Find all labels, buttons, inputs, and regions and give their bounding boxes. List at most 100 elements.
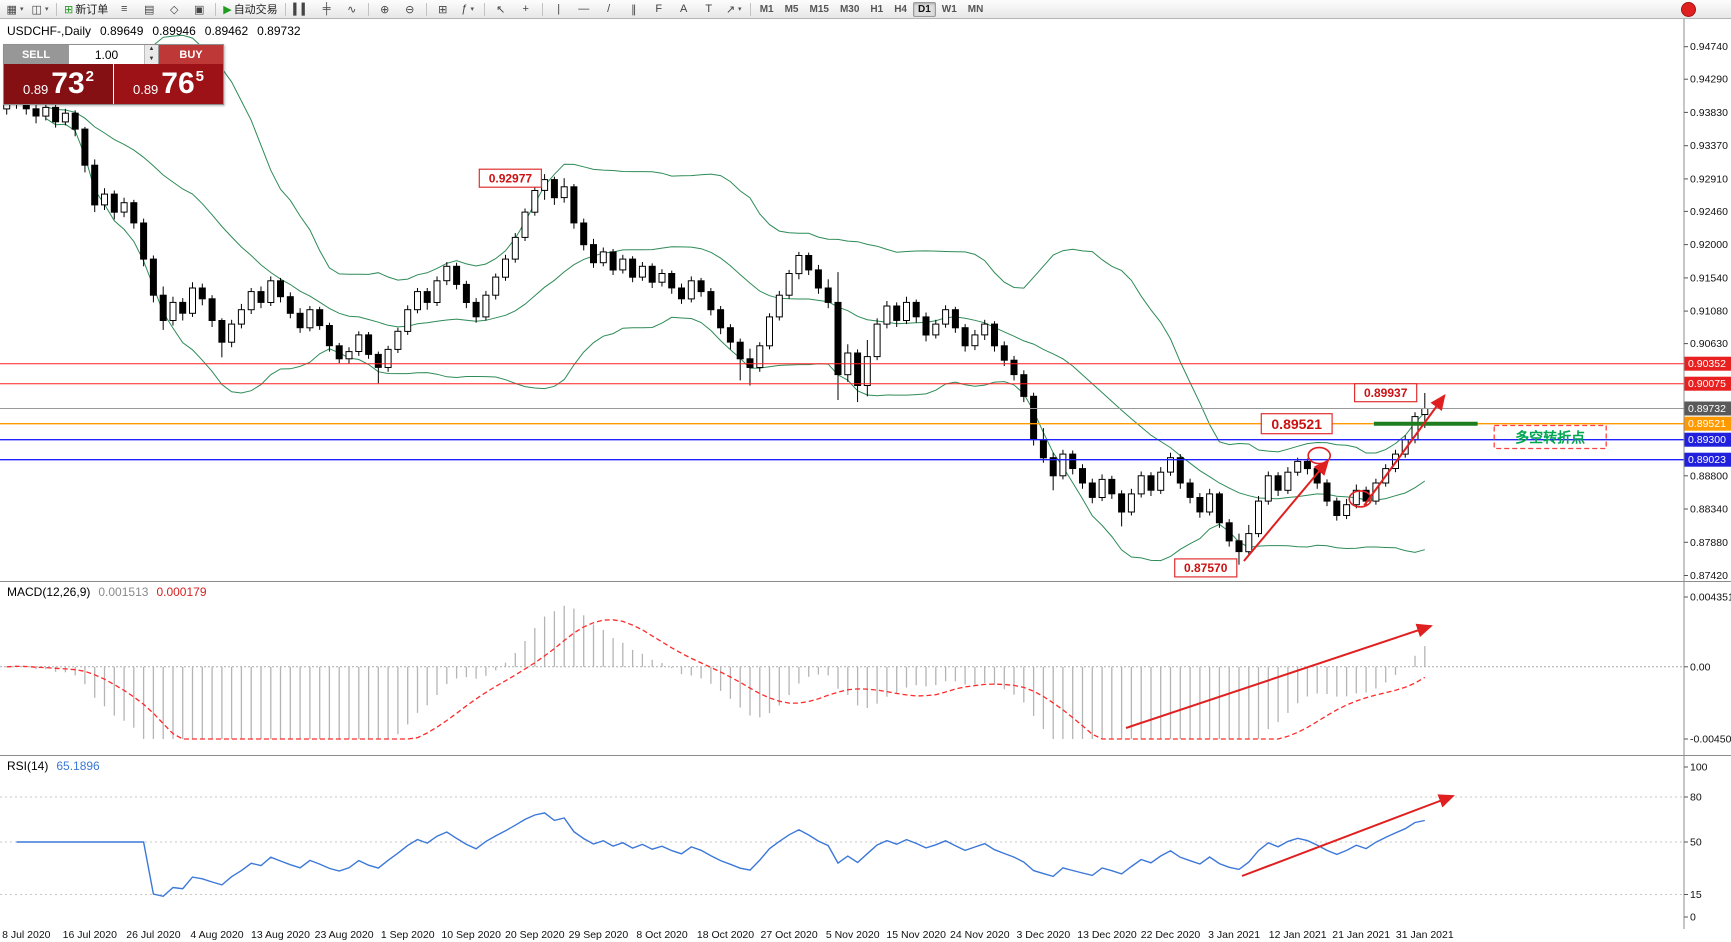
line-chart-icon[interactable]: ∿ — [340, 0, 364, 18]
text-icon: A — [680, 3, 688, 15]
market-watch-icon[interactable]: ≡ — [112, 0, 136, 18]
timeframe-M1[interactable]: M1 — [759, 3, 774, 15]
timeframe-D1[interactable]: D1 — [913, 1, 936, 17]
symbol-period-label: USDCHF-,Daily — [7, 24, 91, 38]
date-label: 13 Aug 2020 — [251, 929, 310, 941]
svg-text:-0.004504: -0.004504 — [1690, 734, 1731, 746]
date-label: 5 Nov 2020 — [825, 929, 880, 941]
cursor-icon: ↖ — [496, 3, 506, 16]
timeframe-W1[interactable]: W1 — [941, 3, 957, 15]
macd-histogram — [15, 605, 1426, 739]
macd-trend-arrow — [1125, 623, 1433, 729]
svg-text:0.87880: 0.87880 — [1690, 537, 1728, 549]
toolbar-separator — [56, 2, 57, 16]
terminal-icon[interactable]: ▣ — [187, 0, 211, 18]
sell-price-prefix: 0.89 — [22, 82, 49, 97]
macd-panel[interactable]: 0.004351 0.00 -0.004504 — [0, 581, 1731, 755]
volume-input[interactable] — [69, 45, 144, 64]
bar-chart-icon[interactable]: ▍▍ — [290, 0, 314, 18]
fibonacci-icon: F — [655, 3, 663, 15]
indicators-icon[interactable]: ƒ ▾ — [456, 0, 480, 18]
arrow-tool-icon[interactable]: ↗ ▾ — [722, 0, 746, 18]
svg-text:0.92910: 0.92910 — [1690, 173, 1728, 185]
trendline-icon: / — [607, 3, 611, 15]
svg-text:0.88340: 0.88340 — [1690, 504, 1728, 516]
date-label: 1 Sep 2020 — [380, 929, 435, 941]
rsi-name: RSI(14) — [7, 759, 49, 773]
zoom-in-icon[interactable]: ⊕ — [373, 0, 397, 18]
timeframe-H1[interactable]: H1 — [870, 3, 884, 15]
date-label: 4 Aug 2020 — [190, 929, 244, 941]
auto-trading-button[interactable]: ▶ 自动交易 — [220, 0, 280, 18]
rsi-panel[interactable]: 100 80 50 15 0 — [0, 755, 1731, 929]
date-label: 24 Nov 2020 — [950, 929, 1010, 941]
vertical-line-icon[interactable]: | — [547, 0, 571, 18]
timeframe-M15[interactable]: M15 — [809, 3, 829, 15]
timeframe-M5[interactable]: M5 — [784, 3, 799, 15]
toolbar-separator — [483, 2, 485, 16]
svg-text:15: 15 — [1690, 889, 1702, 901]
volume-increase-button[interactable]: ▲ — [145, 45, 158, 55]
cursor-icon[interactable]: ↖ — [489, 0, 513, 18]
fibonacci-icon[interactable]: F — [647, 0, 671, 18]
date-label: 3 Jan 2021 — [1208, 929, 1261, 941]
candlestick-chart-icon[interactable]: ╪ — [315, 0, 339, 18]
rsi-trend-arrow — [1241, 794, 1455, 877]
buy-price-sup: 5 — [195, 68, 205, 85]
toolbar-separator — [749, 2, 751, 16]
auto-trading-button-label: 自动交易 — [233, 4, 278, 16]
data-window-icon[interactable]: ▤ — [137, 0, 161, 18]
buy-price-prefix: 0.89 — [132, 82, 159, 97]
navigator-icon[interactable]: ◇ — [162, 0, 186, 18]
svg-text:50: 50 — [1690, 837, 1702, 849]
timeframe-H4[interactable]: H4 — [894, 3, 907, 15]
tile-windows-icon[interactable]: ⊞ — [431, 0, 455, 18]
highlight-ellipse — [1307, 446, 1331, 465]
date-axis: 8 Jul 2020 16 Jul 2020 26 Jul 2020 4 Aug 20… — [0, 929, 1731, 942]
channel-icon[interactable]: ∥ — [622, 0, 646, 18]
data-window-icon: ▤ — [144, 3, 155, 16]
ohlc-close: 0.89732 — [257, 24, 301, 38]
auto-trading-icon: ▶ — [223, 3, 232, 16]
buy-button[interactable]: 0.89 76 5 — [114, 64, 223, 104]
trend-arrows — [1243, 393, 1446, 562]
timeframe-MN[interactable]: MN — [967, 3, 984, 15]
date-label: 13 Dec 2020 — [1077, 929, 1137, 941]
new-order-button[interactable]: ⊞ 新订单 — [61, 0, 111, 18]
sell-caption[interactable]: SELL — [4, 45, 68, 64]
crosshair-icon[interactable]: + — [514, 0, 538, 18]
timeframe-M30[interactable]: M30 — [839, 3, 860, 15]
toolbar-separator — [284, 2, 286, 16]
profiles-icon[interactable]: ◫ ▾ — [28, 0, 52, 18]
market-watch-icon: ≡ — [121, 3, 128, 15]
bollinger-bands — [45, 34, 1426, 562]
date-label: 10 Sep 2020 — [441, 929, 501, 941]
text-icon[interactable]: A — [672, 0, 696, 18]
chart-header: USDCHF-,Daily 0.89649 0.89946 0.89462 0.… — [7, 24, 301, 38]
zoom-out-icon[interactable]: ⊖ — [398, 0, 422, 18]
svg-text:0.004351: 0.004351 — [1690, 592, 1731, 604]
chevron-down-icon: ▾ — [44, 6, 49, 13]
price-callout: 0.89521 — [1260, 413, 1333, 435]
channel-icon: ∥ — [630, 3, 637, 16]
sell-button[interactable]: 0.89 73 2 — [4, 64, 114, 104]
buy-caption[interactable]: BUY — [159, 45, 223, 64]
volume-decrease-button[interactable]: ▼ — [145, 54, 158, 64]
toolbar-separator — [541, 2, 543, 16]
notification-icon[interactable] — [1681, 1, 1696, 17]
main-price-chart[interactable]: 0.94740 0.94290 0.93830 0.93370 0.92910 0.924… — [0, 19, 1731, 581]
line-chart-icon: ∿ — [347, 3, 357, 16]
chevron-down-icon: ▾ — [470, 6, 474, 13]
macd-main-value: 0.001513 — [98, 585, 149, 599]
svg-text:0.94740: 0.94740 — [1690, 41, 1728, 53]
date-label: 21 Jan 2021 — [1332, 929, 1391, 941]
date-label: 26 Jul 2020 — [126, 929, 181, 941]
horizontal-line-icon[interactable]: — — [572, 0, 596, 18]
turning-point-note: 多空转折点 — [1493, 424, 1607, 450]
one-click-trading-widget: SELL ▲ ▼ BUY 0.89 73 2 0.89 76 5 — [3, 44, 224, 105]
new-chart-icon[interactable]: ▦ ▾ — [3, 0, 27, 18]
trendline-icon[interactable]: / — [597, 0, 621, 18]
text-label-icon[interactable]: T — [697, 0, 721, 18]
svg-text:0.89521: 0.89521 — [1688, 418, 1726, 430]
